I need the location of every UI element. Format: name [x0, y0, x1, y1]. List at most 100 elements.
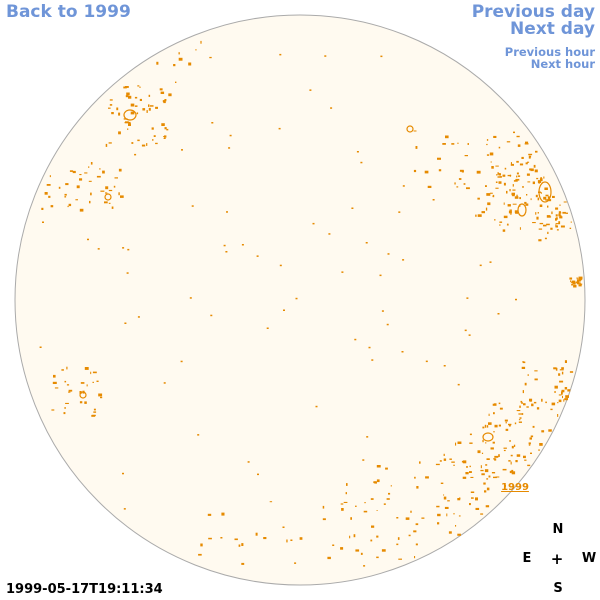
contour-mark [576, 282, 580, 285]
contour-mark [76, 185, 80, 189]
contour-mark [555, 367, 558, 371]
contour-mark [343, 501, 348, 503]
contour-mark [98, 393, 103, 397]
contour-mark [570, 221, 572, 223]
contour-mark [152, 139, 154, 141]
contour-mark [330, 107, 333, 109]
contour-mark [527, 161, 530, 163]
contour-mark [327, 556, 331, 560]
contour-mark [114, 177, 118, 179]
year-tag-link[interactable]: 1999 [501, 482, 529, 493]
contour-mark [376, 556, 379, 559]
contour-mark [388, 492, 391, 495]
contour-mark [363, 510, 368, 513]
contour-mark [151, 127, 154, 130]
previous-day-link[interactable]: Previous day [471, 2, 595, 22]
contour-mark [200, 543, 203, 547]
contour-mark [505, 421, 507, 424]
contour-mark [445, 135, 449, 139]
contour-mark [360, 552, 363, 555]
contour-mark [322, 518, 326, 521]
contour-mark [492, 195, 494, 197]
contour-mark [570, 280, 572, 282]
contour-mark [439, 460, 442, 462]
contour-mark [137, 316, 140, 318]
contour-mark [66, 366, 68, 370]
contour-mark [467, 143, 469, 145]
contour-mark [414, 556, 416, 559]
contour-mark [559, 204, 561, 206]
contour-mark [466, 466, 468, 468]
next-day-link[interactable]: Next day [510, 19, 595, 39]
contour-mark [558, 399, 562, 403]
contour-mark [519, 405, 521, 408]
contour-mark [515, 212, 518, 214]
contour-mark [576, 280, 581, 282]
contour-mark [363, 565, 366, 567]
contour-mark [66, 384, 70, 386]
contour-mark [546, 215, 551, 218]
contour-mark [539, 204, 543, 207]
magnetogram-contours [39, 40, 583, 567]
next-hour-link[interactable]: Next hour [530, 57, 595, 71]
contour-mark [402, 259, 405, 261]
contour-mark [515, 178, 520, 181]
contour-mark [555, 207, 559, 210]
contour-mark [401, 351, 404, 353]
back-to-year-link[interactable]: Back to 1999 [6, 2, 131, 22]
contour-mark [247, 461, 250, 463]
contour-mark [529, 437, 532, 440]
contour-mark [118, 168, 122, 172]
contour-mark [508, 424, 511, 427]
contour-mark [560, 215, 562, 217]
contour-loop [79, 391, 87, 399]
contour-mark [488, 475, 491, 478]
contour-mark [49, 175, 51, 178]
contour-mark [44, 192, 48, 195]
contour-mark [134, 105, 138, 107]
contour-mark [480, 469, 484, 472]
contour-mark [209, 56, 212, 59]
contour-mark [443, 365, 446, 367]
contour-mark [486, 458, 490, 460]
contour-mark [443, 494, 445, 496]
contour-mark [563, 399, 565, 402]
contour-mark [340, 503, 344, 505]
contour-mark [446, 513, 448, 517]
contour-mark [299, 537, 303, 540]
contour-mark [516, 175, 518, 178]
contour-mark [551, 402, 556, 406]
contour-mark [503, 182, 506, 186]
contour-mark [527, 464, 531, 467]
contour-mark [376, 510, 378, 511]
contour-mark [279, 264, 282, 267]
contour-mark [41, 207, 44, 210]
contour-mark [521, 156, 524, 159]
contour-mark [485, 505, 490, 508]
contour-mark [283, 309, 285, 311]
contour-mark [498, 424, 501, 427]
contour-mark [42, 221, 44, 223]
contour-mark [495, 187, 499, 189]
contour-mark [555, 225, 558, 228]
contour-mark [360, 161, 363, 164]
contour-mark [457, 383, 460, 386]
contour-mark [457, 533, 461, 536]
contour-mark [528, 153, 533, 156]
contour-mark [92, 414, 96, 416]
contour-mark [125, 121, 129, 124]
contour-mark [477, 450, 481, 454]
contour-mark [555, 223, 559, 225]
contour-mark [376, 479, 380, 483]
contour-mark [379, 274, 382, 277]
contour-mark [536, 177, 539, 180]
contour-mark [469, 433, 472, 436]
contour-mark [104, 201, 108, 204]
contour-mark [64, 196, 67, 198]
previous-hour-link[interactable]: Previous hour [504, 45, 595, 59]
contour-mark [559, 216, 563, 219]
contour-mark [410, 510, 412, 513]
contour-mark [535, 212, 537, 215]
contour-mark [551, 211, 553, 215]
contour-mark [572, 281, 576, 285]
